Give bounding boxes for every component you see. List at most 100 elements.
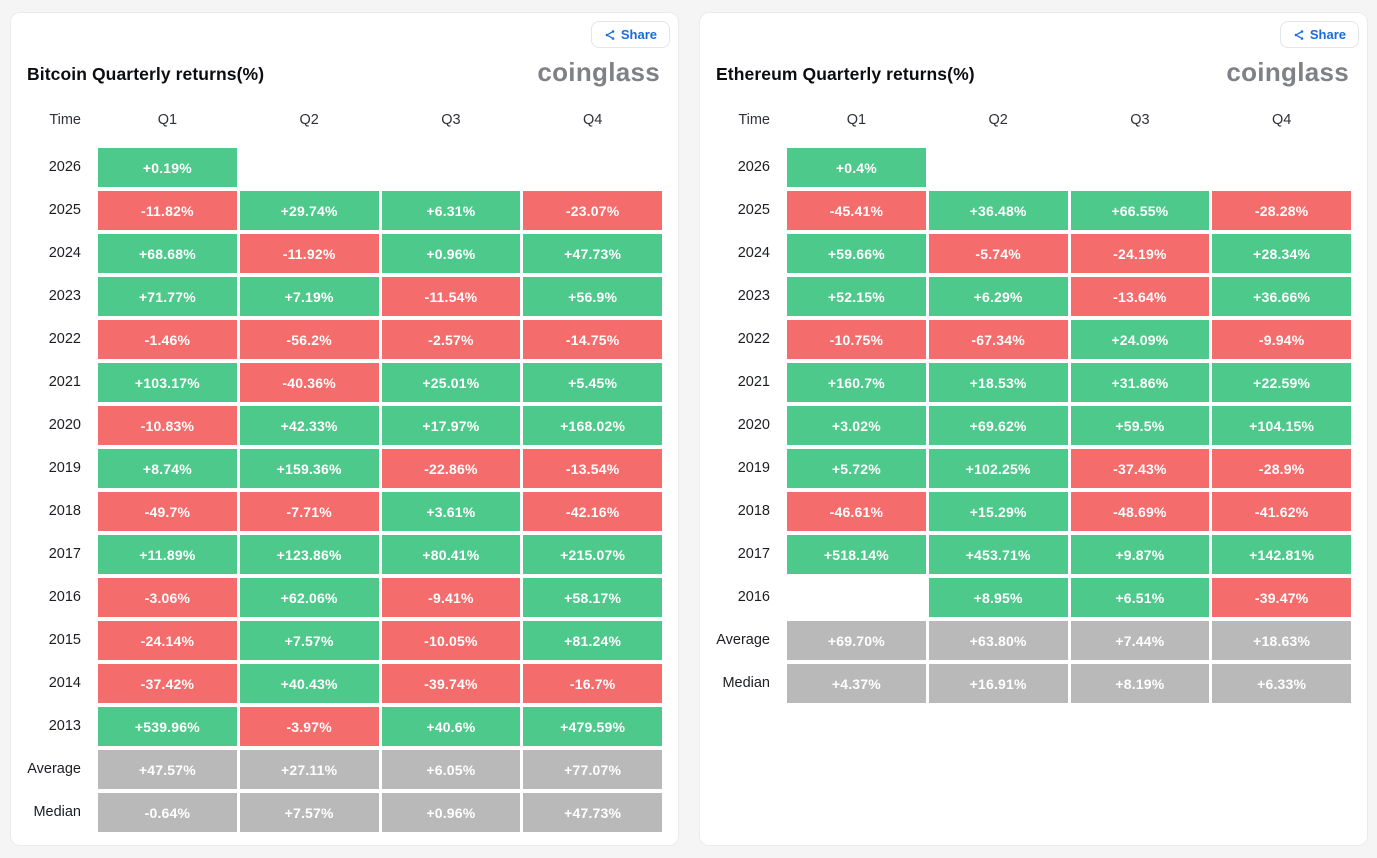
return-cell: +28.34% [1212, 234, 1351, 273]
coinglass-logo: coinglass [537, 57, 660, 87]
return-cell: +25.01% [381, 363, 521, 402]
row-label-2021: 2021 [737, 374, 770, 390]
return-cell: +68.68% [98, 234, 237, 273]
return-cell: +6.05% [381, 750, 521, 789]
share-icon [1293, 29, 1305, 41]
return-cell: +11.89% [98, 535, 237, 574]
return-cell: -56.2% [239, 320, 379, 359]
column-header-time: Time [49, 112, 81, 128]
return-cell: -24.14% [98, 621, 237, 660]
return-cell: +539.96% [98, 707, 237, 746]
return-cell: +63.80% [928, 621, 1068, 660]
return-cell: +104.15% [1212, 406, 1351, 445]
column-header-q2: Q2 [988, 112, 1008, 128]
return-cell: -39.74% [381, 664, 521, 703]
column-header-q1: Q1 [157, 112, 178, 128]
return-cell: +5.45% [523, 363, 662, 402]
return-cell: +0.4% [787, 148, 926, 187]
return-cell: -9.41% [381, 578, 521, 617]
row-label-2014: 2014 [48, 675, 81, 691]
return-cell: -9.94% [1212, 320, 1351, 359]
row-label-2018: 2018 [737, 503, 770, 519]
return-cell: +3.61% [381, 492, 521, 531]
row-label-2025: 2025 [48, 202, 81, 218]
return-cell: +7.57% [239, 621, 379, 660]
return-cell: +22.59% [1212, 363, 1351, 402]
return-cell: -28.9% [1212, 449, 1351, 488]
row-label-2013: 2013 [48, 718, 81, 734]
panel-title: Ethereum Quarterly returns(%) [716, 64, 975, 84]
return-cell: +24.09% [1070, 320, 1210, 359]
return-cell: +168.02% [523, 406, 662, 445]
row-label-2024: 2024 [737, 245, 770, 261]
return-cell: +0.96% [381, 793, 521, 832]
row-label-2023: 2023 [48, 288, 81, 304]
return-cell: +66.55% [1070, 191, 1210, 230]
return-cell: -40.36% [239, 363, 379, 402]
return-cell: -24.19% [1070, 234, 1210, 273]
return-cell: +81.24% [523, 621, 662, 660]
return-cell: +27.11% [239, 750, 379, 789]
return-cell: +8.95% [928, 578, 1068, 617]
return-cell: +36.66% [1212, 277, 1351, 316]
row-label-2015: 2015 [48, 632, 81, 648]
row-label-2022: 2022 [737, 331, 770, 347]
return-cell: -7.71% [239, 492, 379, 531]
return-cell: +4.37% [787, 664, 926, 703]
share-button[interactable]: Share [590, 21, 670, 48]
row-label-2025: 2025 [737, 202, 770, 218]
row-label-median: Median [722, 675, 770, 691]
return-cell: +7.44% [1070, 621, 1210, 660]
column-header-q3: Q3 [441, 112, 461, 128]
share-button[interactable]: Share [1279, 21, 1359, 48]
coinglass-logo: coinglass [1226, 57, 1349, 87]
return-cell: -23.07% [523, 191, 662, 230]
return-cell: +6.29% [928, 277, 1068, 316]
row-label-2016: 2016 [48, 589, 81, 605]
return-cell: +40.43% [239, 664, 379, 703]
empty-cell [382, 148, 521, 187]
row-label-2018: 2018 [48, 503, 81, 519]
return-cell: -67.34% [928, 320, 1068, 359]
return-cell: +6.33% [1212, 664, 1351, 703]
column-header-q4: Q4 [582, 112, 603, 128]
row-label-2020: 2020 [737, 417, 770, 433]
return-cell: +80.41% [381, 535, 521, 574]
return-cell: -41.62% [1212, 492, 1351, 531]
empty-cell [929, 148, 1068, 187]
return-cell: +9.87% [1070, 535, 1210, 574]
row-label-2016: 2016 [737, 589, 770, 605]
column-header-q3: Q3 [1130, 112, 1150, 128]
return-cell: +77.07% [523, 750, 662, 789]
return-cell: +29.74% [239, 191, 379, 230]
row-label-median: Median [33, 804, 81, 820]
return-cell: +59.66% [787, 234, 926, 273]
return-cell: +56.9% [523, 277, 662, 316]
return-cell: +6.51% [1070, 578, 1210, 617]
empty-cell [523, 148, 662, 187]
return-cell: +47.57% [98, 750, 237, 789]
row-label-2022: 2022 [48, 331, 81, 347]
return-cell: -3.06% [98, 578, 237, 617]
row-label-2019: 2019 [48, 460, 81, 476]
return-cell: +8.19% [1070, 664, 1210, 703]
row-label-2026: 2026 [737, 159, 770, 175]
return-cell: +69.70% [787, 621, 926, 660]
return-cell: -11.54% [381, 277, 521, 316]
panel-title: Bitcoin Quarterly returns(%) [27, 64, 265, 84]
return-cell: +62.06% [239, 578, 379, 617]
return-cell: +31.86% [1070, 363, 1210, 402]
row-label-2020: 2020 [48, 417, 81, 433]
return-cell: +36.48% [928, 191, 1068, 230]
return-cell: +6.31% [381, 191, 521, 230]
return-cell: -0.64% [98, 793, 237, 832]
return-cell: -10.05% [381, 621, 521, 660]
return-cell: -1.46% [98, 320, 237, 359]
return-cell: -14.75% [523, 320, 662, 359]
return-cell: +7.19% [239, 277, 379, 316]
return-cell: -11.92% [239, 234, 379, 273]
return-cell: +215.07% [523, 535, 662, 574]
return-cell: +47.73% [523, 793, 662, 832]
column-header-q1: Q1 [846, 112, 867, 128]
return-cell: +160.7% [787, 363, 926, 402]
